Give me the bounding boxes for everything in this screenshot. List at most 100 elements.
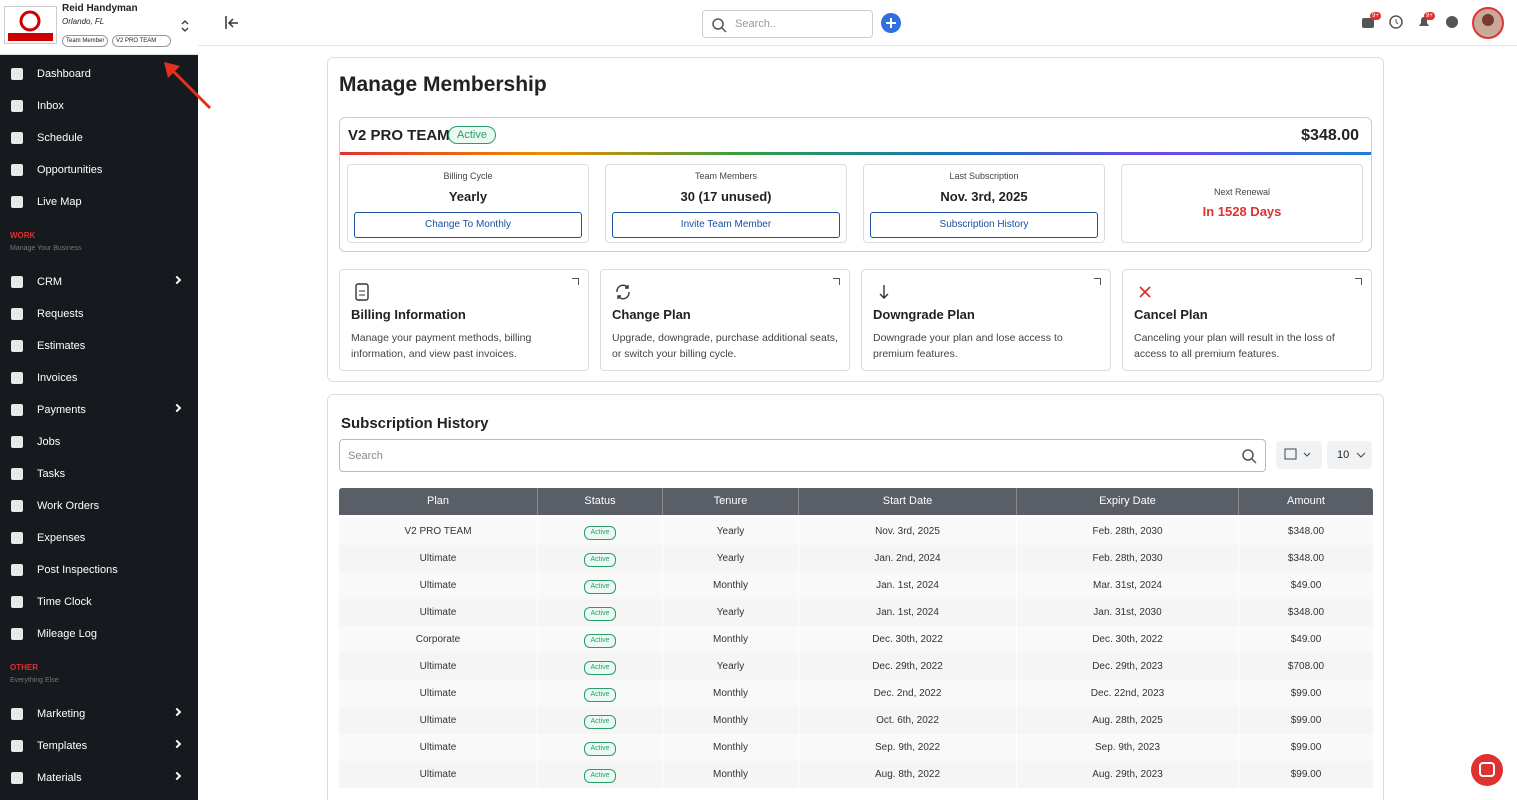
history-title: Subscription History	[341, 415, 489, 432]
nav-item[interactable]: Live Map	[0, 186, 198, 218]
section-subtitle: Manage Your Business	[10, 245, 82, 252]
nav-item[interactable]: Post Inspections	[0, 554, 198, 586]
action-card[interactable]: Change Plan Upgrade, downgrade, purchase …	[600, 269, 850, 371]
table-cell: Aug. 8th, 2022	[798, 761, 1016, 788]
chat-button[interactable]	[1470, 753, 1504, 787]
clock-icon[interactable]	[1388, 14, 1404, 30]
nav-chevron	[173, 740, 181, 748]
column-header[interactable]: Expiry Date	[1016, 488, 1238, 515]
table-cell: Dec. 29th, 2023	[1016, 653, 1238, 680]
nav-item[interactable]: Opportunities	[0, 154, 198, 186]
history-table: PlanStatusTenureStart DateExpiry DateAmo…	[339, 488, 1373, 788]
plan-badge: V2 PRO TEAM	[112, 35, 171, 47]
sidebar-header[interactable]: Reid Handyman Orlando, FL Team Member V2…	[0, 0, 198, 55]
nav-icon	[11, 372, 23, 384]
table-cell: Monthly	[662, 572, 798, 599]
stat-button[interactable]: Invite Team Member	[612, 212, 840, 238]
table-cell: V2 PRO TEAM	[339, 518, 537, 545]
nav-label: Inbox	[37, 100, 64, 112]
collapse-button[interactable]	[224, 15, 240, 31]
nav-item[interactable]: Expenses	[0, 522, 198, 554]
nav-item[interactable]: Invoices	[0, 362, 198, 394]
nav-item[interactable]: Payments	[0, 394, 198, 426]
switch-icon[interactable]	[181, 19, 189, 33]
status-badge: Active	[584, 553, 615, 567]
company-name: Reid Handyman	[62, 3, 138, 14]
column-header[interactable]: Tenure	[662, 488, 798, 515]
nav-item[interactable]: Work Orders	[0, 490, 198, 522]
table-cell: $99.00	[1238, 680, 1373, 707]
action-title: Cancel Plan	[1134, 307, 1208, 322]
nav-item[interactable]: CRM	[0, 266, 198, 298]
table-row: CorporateActiveMonthlyDec. 30th, 2022Dec…	[339, 626, 1373, 653]
stat-value: Yearly	[348, 189, 588, 204]
table-cell: $49.00	[1238, 572, 1373, 599]
action-card[interactable]: Cancel PlanCanceling your plan will resu…	[1122, 269, 1372, 371]
table-cell: $708.00	[1238, 653, 1373, 680]
action-title: Downgrade Plan	[873, 307, 975, 322]
stat-label: Next Renewal	[1122, 187, 1362, 197]
column-header[interactable]: Plan	[339, 488, 537, 515]
nav-chevron	[173, 708, 181, 716]
table-cell: $348.00	[1238, 599, 1373, 626]
table-cell: $99.00	[1238, 734, 1373, 761]
nav-item[interactable]: Jobs	[0, 426, 198, 458]
status-badge: Active	[584, 580, 615, 594]
table-cell: $99.00	[1238, 761, 1373, 788]
table-row: UltimateActiveYearlyJan. 1st, 2024Jan. 3…	[339, 599, 1373, 626]
stat-button[interactable]: Subscription History	[870, 212, 1098, 238]
corner-icon	[833, 278, 840, 285]
nav-item[interactable]: Mileage Log	[0, 618, 198, 650]
nav-label: Estimates	[37, 340, 85, 352]
nav-icon	[11, 468, 23, 480]
table-cell: Yearly	[662, 599, 798, 626]
table-cell: Active	[537, 707, 662, 734]
columns-icon	[1284, 448, 1314, 462]
global-search[interactable]: Search..	[702, 10, 873, 38]
status-badge: Active	[584, 526, 615, 540]
action-title: Change Plan	[612, 307, 691, 322]
page-size-select[interactable]: 10	[1327, 441, 1372, 469]
nav-label: Opportunities	[37, 164, 102, 176]
section-subtitle: Everything Else	[10, 677, 59, 684]
nav-item[interactable]: Schedule	[0, 122, 198, 154]
plan-status: Active	[448, 126, 496, 144]
stat-value: 30 (17 unused)	[606, 189, 846, 204]
action-description: Manage your payment methods, billing inf…	[351, 330, 583, 362]
action-card[interactable]: Billing InformationManage your payment m…	[339, 269, 589, 371]
column-toggle[interactable]	[1276, 441, 1322, 469]
nav-item[interactable]: Requests	[0, 298, 198, 330]
corner-icon	[1094, 278, 1101, 285]
table-cell: Ultimate	[339, 761, 537, 788]
stat-button[interactable]: Change To Monthly	[354, 212, 582, 238]
nav-label: Schedule	[37, 132, 83, 144]
nav-icon	[11, 628, 23, 640]
stat-label: Billing Cycle	[348, 171, 588, 181]
nav-label: Live Map	[37, 196, 82, 208]
table-header: PlanStatusTenureStart DateExpiry DateAmo…	[339, 488, 1373, 515]
column-header[interactable]: Start Date	[798, 488, 1016, 515]
nav: DashboardInboxScheduleOpportunitiesLive …	[0, 58, 198, 794]
nav-icon	[11, 436, 23, 448]
nav-item[interactable]: Templates	[0, 730, 198, 762]
nav-item[interactable]: Estimates	[0, 330, 198, 362]
nav-icon	[11, 596, 23, 608]
stat-value: Nov. 3rd, 2025	[864, 189, 1104, 204]
nav-icon	[11, 68, 23, 80]
nav-item[interactable]: Tasks	[0, 458, 198, 490]
nav-item[interactable]: Materials	[0, 762, 198, 794]
column-header[interactable]: Amount	[1238, 488, 1373, 515]
history-search[interactable]: Search	[339, 439, 1266, 472]
nav-chevron	[173, 404, 181, 412]
nav-item[interactable]: Time Clock	[0, 586, 198, 618]
column-header[interactable]: Status	[537, 488, 662, 515]
table-cell: Aug. 28th, 2025	[1016, 707, 1238, 734]
action-icon	[1136, 283, 1154, 301]
help-icon[interactable]	[1444, 14, 1460, 30]
add-button[interactable]	[880, 12, 902, 34]
nav-item[interactable]: Marketing	[0, 698, 198, 730]
avatar[interactable]	[1472, 7, 1504, 39]
action-card[interactable]: Downgrade PlanDowngrade your plan and lo…	[861, 269, 1111, 371]
action-description: Upgrade, downgrade, purchase additional …	[612, 330, 844, 362]
table-cell: Dec. 30th, 2022	[798, 626, 1016, 653]
